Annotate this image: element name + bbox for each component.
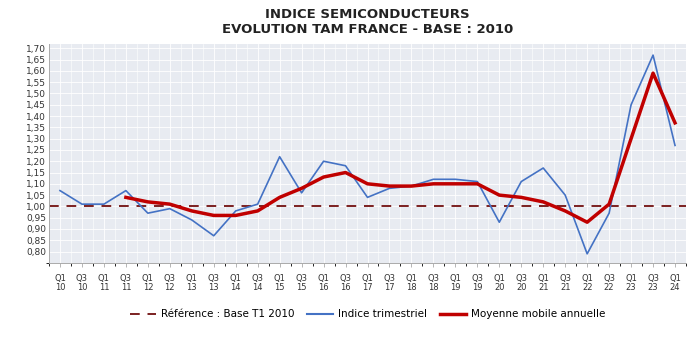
Text: Q3: Q3: [76, 274, 88, 283]
Text: 19: 19: [450, 283, 461, 292]
Text: 20: 20: [494, 283, 505, 292]
Text: 23: 23: [626, 283, 636, 292]
Text: 11: 11: [120, 283, 131, 292]
Text: 20: 20: [516, 283, 526, 292]
Text: 17: 17: [362, 283, 373, 292]
Text: Q1: Q1: [494, 274, 505, 283]
Text: Q1: Q1: [142, 274, 154, 283]
Text: 21: 21: [560, 283, 570, 292]
Text: Q3: Q3: [603, 274, 615, 283]
Text: 13: 13: [209, 283, 219, 292]
Text: Q3: Q3: [647, 274, 659, 283]
Text: Q1: Q1: [230, 274, 242, 283]
Text: 11: 11: [99, 283, 109, 292]
Text: Q1: Q1: [186, 274, 197, 283]
Text: 24: 24: [670, 283, 680, 292]
Text: Q3: Q3: [164, 274, 176, 283]
Legend: Référence : Base T1 2010, Indice trimestriel, Moyenne mobile annuelle: Référence : Base T1 2010, Indice trimest…: [125, 305, 610, 324]
Text: 22: 22: [582, 283, 592, 292]
Text: 19: 19: [472, 283, 482, 292]
Text: Q1: Q1: [449, 274, 461, 283]
Text: Q1: Q1: [538, 274, 550, 283]
Text: Q3: Q3: [384, 274, 395, 283]
Text: Q1: Q1: [274, 274, 286, 283]
Text: 18: 18: [428, 283, 439, 292]
Text: Q3: Q3: [471, 274, 483, 283]
Text: Q1: Q1: [669, 274, 681, 283]
Text: 18: 18: [406, 283, 416, 292]
Text: Q1: Q1: [625, 274, 637, 283]
Text: 13: 13: [186, 283, 197, 292]
Text: 21: 21: [538, 283, 549, 292]
Text: 12: 12: [143, 283, 153, 292]
Text: 10: 10: [55, 283, 65, 292]
Text: Q1: Q1: [362, 274, 373, 283]
Text: 23: 23: [648, 283, 659, 292]
Text: Q1: Q1: [98, 274, 110, 283]
Text: Q3: Q3: [515, 274, 527, 283]
Text: Q1: Q1: [405, 274, 417, 283]
Text: Q1: Q1: [581, 274, 593, 283]
Text: 15: 15: [296, 283, 307, 292]
Text: 16: 16: [318, 283, 329, 292]
Text: 12: 12: [164, 283, 175, 292]
Text: Q3: Q3: [340, 274, 351, 283]
Text: 14: 14: [253, 283, 263, 292]
Text: 16: 16: [340, 283, 351, 292]
Text: Q3: Q3: [559, 274, 571, 283]
Text: Q3: Q3: [295, 274, 307, 283]
Text: 22: 22: [604, 283, 615, 292]
Text: Q3: Q3: [252, 274, 264, 283]
Text: Q1: Q1: [318, 274, 330, 283]
Text: 17: 17: [384, 283, 395, 292]
Text: 14: 14: [230, 283, 241, 292]
Text: Q3: Q3: [120, 274, 132, 283]
Text: 10: 10: [77, 283, 88, 292]
Text: Q3: Q3: [208, 274, 220, 283]
Text: 15: 15: [274, 283, 285, 292]
Text: Q1: Q1: [54, 274, 66, 283]
Text: Q3: Q3: [428, 274, 440, 283]
Title: INDICE SEMICONDUCTEURS
EVOLUTION TAM FRANCE - BASE : 2010: INDICE SEMICONDUCTEURS EVOLUTION TAM FRA…: [222, 8, 513, 36]
